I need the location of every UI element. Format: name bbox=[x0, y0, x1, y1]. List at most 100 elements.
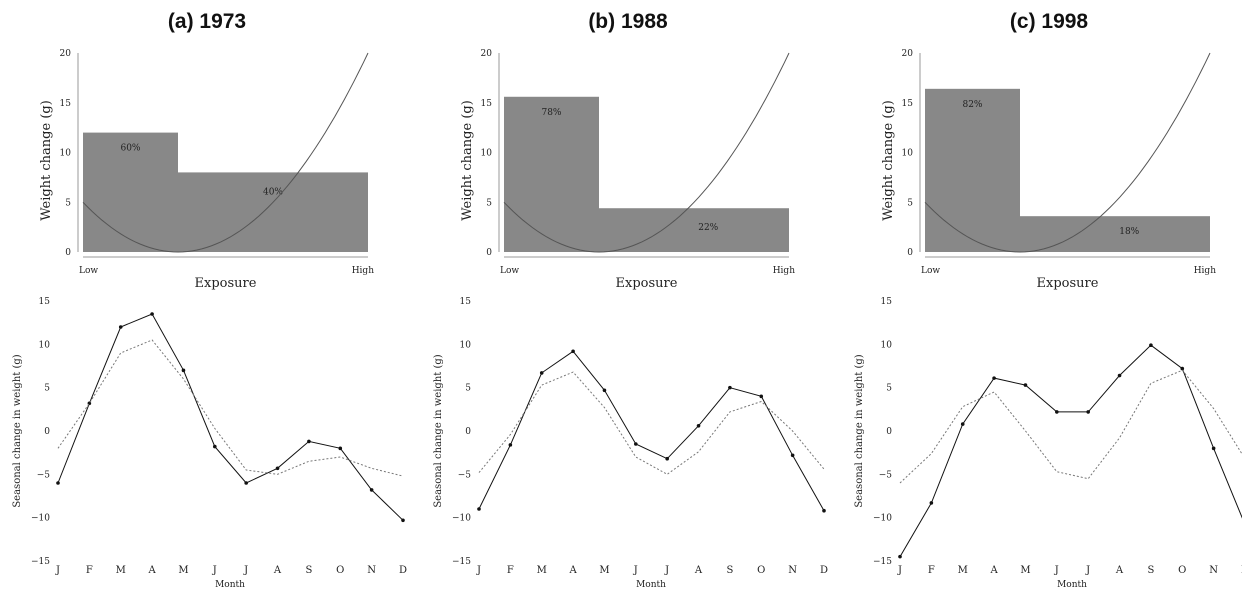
x-tick-label: N bbox=[1209, 565, 1218, 576]
data-point bbox=[571, 349, 575, 354]
bar-label: 22% bbox=[698, 223, 718, 233]
bar-label: 18% bbox=[1119, 227, 1139, 237]
bar bbox=[83, 132, 178, 252]
x-tick-label: A bbox=[1115, 565, 1124, 576]
x-tick-label: High bbox=[773, 266, 795, 276]
x-tick-label: J bbox=[633, 565, 638, 576]
y-tick-label: 10 bbox=[39, 340, 51, 350]
x-axis-label: Exposure bbox=[1037, 276, 1099, 291]
series-line-solid bbox=[478, 350, 825, 511]
y-tick-label: 5 bbox=[907, 198, 913, 208]
x-tick-label: S bbox=[305, 565, 312, 576]
x-tick-label: High bbox=[352, 266, 374, 276]
response-curve bbox=[503, 52, 790, 253]
data-point bbox=[338, 446, 343, 451]
data-point bbox=[759, 394, 764, 399]
x-tick-label: J bbox=[55, 565, 60, 576]
x-tick-label: J bbox=[1054, 565, 1059, 576]
bar-label: 60% bbox=[120, 144, 140, 154]
y-tick-label: 20 bbox=[902, 49, 914, 59]
x-tick-label: A bbox=[568, 565, 577, 576]
x-tick-label: A bbox=[147, 565, 156, 576]
x-tick-label: J bbox=[897, 565, 902, 576]
data-point bbox=[696, 424, 701, 428]
panel-title: (b) 1988 bbox=[588, 10, 668, 33]
y-tick-label: −10 bbox=[873, 514, 892, 524]
y-tick-label: −15 bbox=[873, 557, 892, 567]
data-point bbox=[56, 481, 60, 485]
y-tick-label: 0 bbox=[465, 427, 471, 437]
y-tick-label: 0 bbox=[65, 248, 71, 258]
x-axis-label: Exposure bbox=[616, 276, 678, 291]
y-tick-label: 5 bbox=[486, 198, 492, 208]
x-tick-label: J bbox=[664, 565, 669, 576]
y-tick-label: 5 bbox=[44, 384, 50, 394]
exposure-chart: 0 5 10 15 20 82% 18% Low High Exposure Weight chan… bbox=[881, 49, 1216, 291]
x-axis-label: Month bbox=[1057, 580, 1087, 589]
y-tick-label: 10 bbox=[460, 340, 472, 350]
panel-1: (a) 1973 0 5 10 15 20 60% 40% Low High Exposure Wei… bbox=[0, 0, 414, 589]
data-point bbox=[960, 422, 965, 426]
response-curve bbox=[82, 52, 369, 253]
data-point bbox=[508, 443, 513, 447]
x-tick-label: O bbox=[757, 565, 765, 576]
y-tick-label: 5 bbox=[65, 198, 71, 208]
x-tick-label: J bbox=[476, 565, 481, 576]
y-tick-label: −15 bbox=[31, 557, 50, 567]
data-point bbox=[1117, 373, 1122, 378]
y-tick-label: 0 bbox=[44, 427, 50, 437]
y-tick-label: 15 bbox=[881, 297, 893, 307]
seasonal-chart: 15 10 5 0 −5 −10 −15 J F M A M J J A S O N D Month Seasonal … bbox=[854, 297, 1242, 589]
x-axis-label: Month bbox=[215, 580, 245, 589]
y-tick-label: 0 bbox=[907, 248, 913, 258]
data-point bbox=[244, 481, 248, 485]
y-tick-label: 15 bbox=[39, 297, 51, 307]
y-tick-label: −15 bbox=[452, 557, 471, 567]
x-tick-label: M bbox=[537, 565, 547, 576]
panel-2: (b) 1988 0 5 10 15 20 78% 22% Low High Exposure Wei… bbox=[421, 0, 835, 589]
y-tick-label: 10 bbox=[60, 149, 72, 159]
y-tick-label: 10 bbox=[902, 149, 914, 159]
x-tick-label: M bbox=[116, 565, 126, 576]
x-tick-label: D bbox=[1241, 565, 1242, 576]
data-point bbox=[929, 501, 934, 505]
x-tick-label: O bbox=[336, 565, 344, 576]
y-tick-label: 5 bbox=[886, 384, 892, 394]
seasonal-chart: 15 10 5 0 −5 −10 −15 J F M A M J J A S O N D Month Seasonal … bbox=[12, 297, 407, 589]
x-tick-label: J bbox=[212, 565, 217, 576]
x-tick-label: M bbox=[178, 565, 188, 576]
x-tick-label: F bbox=[86, 565, 93, 576]
y-tick-label: −10 bbox=[31, 514, 50, 524]
x-tick-label: Low bbox=[500, 266, 519, 276]
data-point bbox=[992, 376, 996, 380]
x-tick-label: N bbox=[788, 565, 797, 576]
x-tick-label: J bbox=[243, 565, 248, 576]
y-tick-label: 10 bbox=[481, 149, 493, 159]
seasonal-chart: 15 10 5 0 −5 −10 −15 J F M A M J J A S O N D Month Seasonal … bbox=[433, 297, 828, 589]
y-tick-label: 20 bbox=[481, 49, 493, 59]
exposure-chart: 0 5 10 15 20 60% 40% Low High Exposure Weight chan… bbox=[39, 49, 374, 291]
x-tick-label: O bbox=[1178, 565, 1186, 576]
y-tick-label: 15 bbox=[902, 99, 914, 109]
x-tick-label: A bbox=[694, 565, 703, 576]
x-tick-label: D bbox=[399, 565, 407, 576]
y-tick-label: 15 bbox=[460, 297, 472, 307]
data-point bbox=[150, 312, 154, 316]
data-point bbox=[275, 466, 280, 471]
data-point bbox=[898, 554, 902, 559]
data-point bbox=[307, 439, 311, 444]
x-tick-label: F bbox=[928, 565, 935, 576]
data-point bbox=[790, 453, 795, 458]
x-axis-label: Month bbox=[636, 580, 666, 589]
y-tick-label: 10 bbox=[881, 340, 893, 350]
y-axis-label: Seasonal change in weight (g) bbox=[854, 354, 865, 507]
data-point bbox=[1180, 366, 1185, 371]
bar-label: 78% bbox=[541, 108, 561, 118]
y-tick-label: 15 bbox=[481, 99, 493, 109]
y-tick-label: 5 bbox=[465, 384, 471, 394]
bar-label: 40% bbox=[263, 187, 283, 197]
panel-title: (a) 1973 bbox=[167, 10, 247, 33]
data-point bbox=[213, 444, 217, 449]
data-point bbox=[1086, 410, 1090, 414]
bar bbox=[504, 96, 599, 252]
